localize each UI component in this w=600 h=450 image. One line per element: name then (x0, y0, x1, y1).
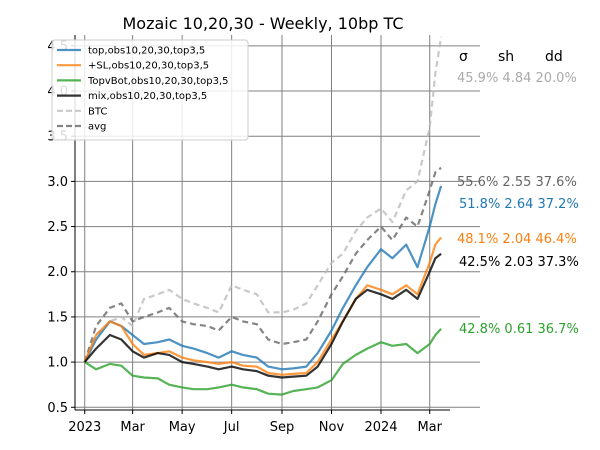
legend-label: top,obs10,20,30,top3,5 (88, 46, 205, 57)
y-tick-label: 1.0 (47, 356, 68, 371)
stats-annotations: σ sh dd 45.9% 4.84 20.0% 55.6% 2.55 37.6%… (457, 49, 579, 337)
y-tick-label: 1.5 (47, 310, 68, 325)
series-line-btc (83, 36, 443, 363)
x-tick-label: Mar (417, 420, 442, 435)
y-tick-label: 2.0 (47, 265, 68, 280)
stat-annotation: 51.8% 2.64 37.2% (459, 197, 579, 212)
x-tick-label: 2024 (364, 420, 397, 435)
stats-header-sigma: σ (459, 49, 468, 65)
stat-annotation: 55.6% 2.55 37.6% (457, 175, 577, 190)
x-tick-label: Jul (223, 420, 240, 435)
stat-annotation: 48.1% 2.04 46.4% (457, 232, 577, 247)
legend-label: TopvBot,obs10,20,30,top3,5 (87, 76, 229, 87)
legend-label: BTC (88, 106, 107, 117)
series-line-topvbot-obs10-20-30-top3-5 (84, 327, 442, 396)
series-line--sl-obs10-20-30-top3-5 (83, 236, 442, 376)
series-lines (83, 36, 443, 396)
x-tick-label: Sep (270, 420, 295, 435)
legend: top,obs10,20,30,top3,5 +SL,obs10,20,30,to… (51, 39, 249, 141)
stats-header-sharpe: sh (498, 49, 514, 65)
y-tick-label: 0.5 (47, 401, 68, 416)
legend-box (51, 39, 249, 141)
stat-annotation: 45.9% 4.84 20.0% (457, 71, 577, 86)
stat-annotation: 42.8% 0.61 36.7% (459, 322, 579, 337)
stats-header-drawdown: dd (545, 49, 563, 65)
y-tick-label: 2.5 (47, 220, 68, 235)
x-ticks: 2023 Mar May Jul Sep Nov 2024 Mar (68, 410, 443, 435)
x-tick-label: May (169, 420, 196, 435)
series-line-avg (83, 166, 442, 363)
stat-annotation: 42.5% 2.03 37.3% (459, 255, 579, 270)
x-tick-label: Mar (120, 420, 145, 435)
y-tick-label: 3.0 (47, 175, 68, 190)
series-line-mix-obs10-20-30-top3-5 (83, 252, 442, 379)
chart-title: Mozaic 10,20,30 - Weekly, 10bp TC (122, 14, 403, 33)
x-tick-label: 2023 (68, 420, 101, 435)
legend-label: avg (88, 122, 106, 133)
x-tick-label: Nov (319, 420, 345, 435)
series-line-top-obs10-20-30-top3-5 (83, 185, 443, 371)
legend-label: mix,obs10,20,30,top3,5 (88, 91, 207, 102)
legend-label: +SL,obs10,20,30,top3,5 (88, 61, 209, 72)
